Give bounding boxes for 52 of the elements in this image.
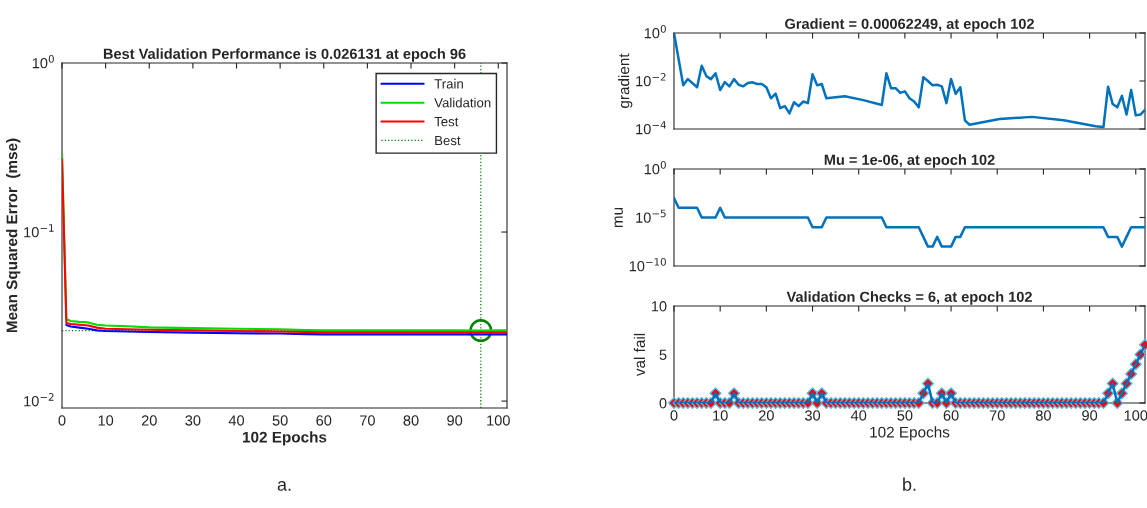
y-tick-label: 10$^{0}$: [644, 161, 666, 175]
y-tick-label: 10$^{0}$: [32, 55, 54, 69]
y-tick-label: 5: [659, 349, 667, 360]
x-tick-label: 50: [897, 410, 913, 421]
text: b.: [903, 477, 916, 491]
x-tick-label: 40: [850, 410, 867, 421]
y-axis-title: mu: [614, 207, 623, 228]
x-tick-label: 90: [1082, 410, 1098, 421]
y-axis-title: gradient: [618, 53, 633, 108]
x-tick-label: 0: [58, 415, 66, 426]
y-tick-label: 10$^{−10}$: [629, 258, 666, 272]
x-tick-label: 50: [272, 415, 288, 426]
y-axis-title: val fail: [633, 333, 646, 377]
chart-title: Mu = 1e-06, at epoch 102: [824, 154, 995, 168]
y-axis-title: Mean Squared Error (mse): [6, 138, 21, 333]
x-tick-label: 0: [670, 410, 678, 421]
x-tick-label: 80: [403, 415, 419, 426]
text: a.: [277, 480, 291, 491]
y-tick-label: 0: [659, 398, 667, 409]
x-tick-label: 90: [447, 415, 463, 426]
y-tick-label: 10: [651, 301, 667, 312]
line-series: [674, 33, 1145, 129]
x-tick-label: 10: [713, 410, 728, 421]
y-tick-label: 10$^{−4}$: [636, 121, 666, 135]
x-tick-label: 100: [1124, 410, 1147, 421]
ref-line-label: Best: [435, 136, 461, 146]
y-tick-label: 10$^{0}$: [644, 25, 666, 39]
chart-title: Best Validation Performance is 0.026131 at epoch 96: [103, 48, 466, 62]
x-tick-label: 60: [316, 415, 332, 426]
x-tick-label: 70: [360, 415, 375, 426]
x-axis-title: 102 Epochs: [870, 426, 950, 441]
legend-label: Train: [434, 78, 463, 89]
y-tick-label: 10$^{−2}$: [636, 73, 666, 87]
legend-label: Test: [434, 117, 459, 127]
x-tick-label: 20: [758, 410, 774, 421]
y-tick-label: 10$^{−2}$: [24, 393, 54, 407]
y-tick-label: 10$^{−5}$: [636, 209, 666, 223]
x-tick-label: 30: [185, 415, 201, 426]
line-series: [674, 196, 1145, 248]
chart-title: Gradient = 0.00062249, at epoch 102: [785, 18, 1034, 32]
legend-label: Validation: [434, 97, 491, 108]
x-tick-label: 70: [989, 410, 1005, 421]
x-tick-label: 100: [487, 415, 510, 426]
y-tick-label: 10$^{−1}$: [24, 224, 54, 238]
chart-title: Validation Checks = 6, at epoch 102: [786, 291, 1032, 305]
x-tick-label: 30: [804, 410, 821, 421]
x-tick-label: 10: [98, 415, 114, 426]
x-axis-title: 102 Epochs: [243, 431, 327, 446]
x-tick-label: 40: [228, 415, 245, 426]
x-tick-label: 60: [943, 410, 959, 421]
x-tick-label: 80: [1035, 410, 1051, 421]
x-tick-label: 20: [141, 415, 157, 426]
